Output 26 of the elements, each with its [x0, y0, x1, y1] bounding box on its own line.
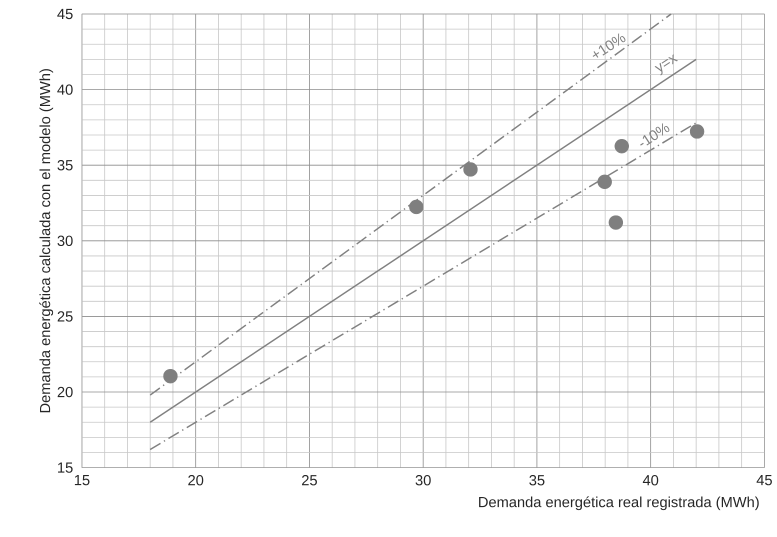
y-tick-label: 15: [58, 462, 73, 473]
y-tick-label: 45: [57, 9, 73, 20]
y-tick-label: 30: [58, 236, 73, 246]
point: [163, 369, 178, 384]
y-tick-label: 25: [58, 311, 73, 322]
point: [690, 124, 704, 139]
annotation: y=x: [654, 54, 678, 76]
x-tick-label: 25: [302, 475, 317, 486]
annotation: -10%: [640, 123, 670, 146]
y-axis-title: Demanda energética calculada con el modelo (MWh): [39, 69, 54, 412]
x-tick-label: 20: [188, 475, 204, 486]
x-tick-label: 45: [756, 475, 772, 486]
y-tick-label: 20: [58, 387, 73, 398]
x-tick-label: 40: [642, 475, 658, 486]
point: [409, 200, 424, 214]
y-tick-label: 40: [57, 84, 73, 95]
x-tick-label: 15: [74, 475, 90, 486]
point: [598, 174, 612, 190]
point: [608, 216, 624, 230]
x-tick-label: 35: [529, 475, 544, 486]
point: [614, 139, 629, 154]
x-axis-title: Demanda energética real registrada (MWh): [479, 496, 759, 510]
annotation: +10%: [592, 33, 626, 58]
point: [463, 162, 478, 177]
y-tick-label: 35: [58, 160, 73, 171]
x-tick-label: 30: [416, 475, 431, 486]
